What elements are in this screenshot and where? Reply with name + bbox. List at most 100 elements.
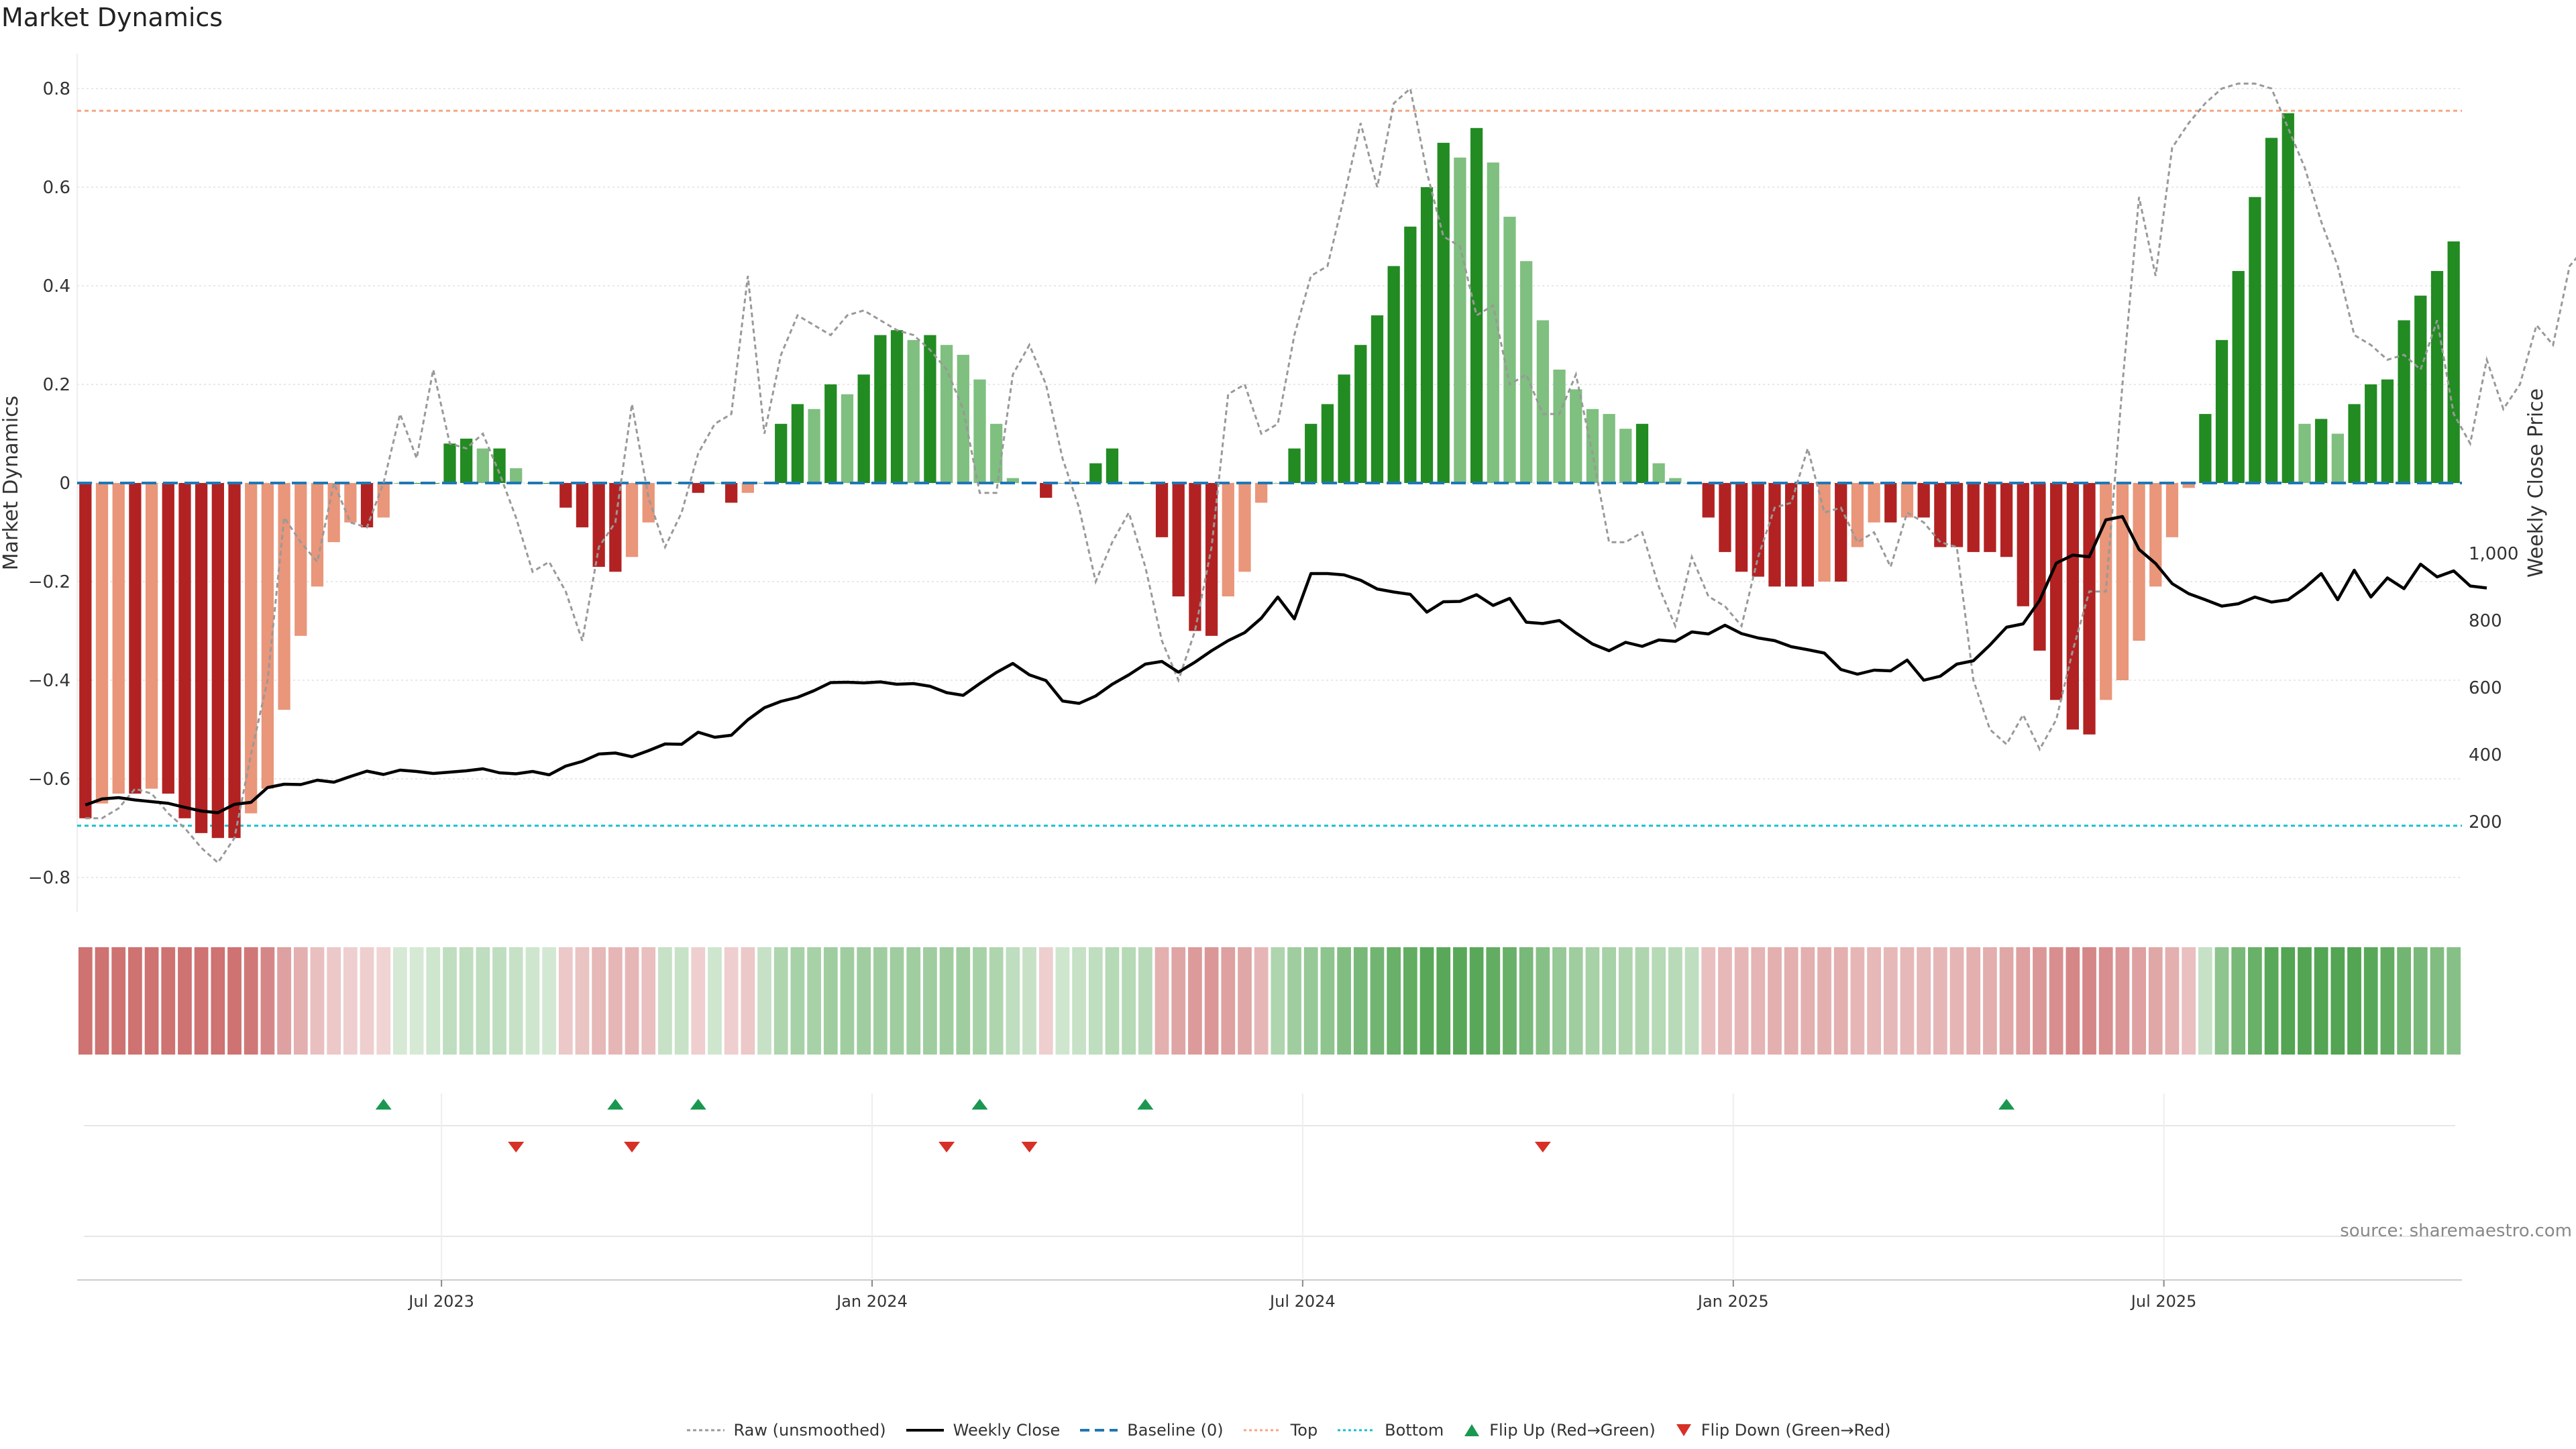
baseline-line-swatch	[1080, 1429, 1118, 1432]
dynamics-bar	[1420, 187, 1434, 483]
dynamics-bar	[1404, 226, 1417, 483]
y2-tick-label: 400	[2469, 745, 2502, 765]
heat-cell	[1652, 947, 1666, 1055]
legend-item-flip-down: Flip Down (Green→Red)	[1674, 1421, 1891, 1440]
dynamics-bar	[1354, 345, 1367, 483]
dynamics-bar	[2232, 270, 2245, 483]
heat-cell	[2314, 947, 2328, 1055]
dynamics-bar	[2000, 483, 2013, 557]
dynamics-bar	[741, 483, 754, 493]
heat-cell	[857, 947, 871, 1055]
heat-cell	[2231, 947, 2246, 1055]
flip-up-marker	[607, 1099, 624, 1110]
heat-cell	[1171, 947, 1186, 1055]
dynamics-bar	[2298, 423, 2311, 483]
dynamics-bar	[1553, 369, 1566, 483]
heat-cell	[1105, 947, 1120, 1055]
dynamics-bar	[2365, 384, 2377, 483]
dynamics-bar	[178, 483, 191, 818]
dynamics-bar	[1768, 483, 1781, 587]
heat-cell	[1188, 947, 1202, 1055]
heat-cell	[260, 947, 275, 1055]
legend-item-baseline: Baseline (0)	[1079, 1421, 1224, 1440]
heat-cell	[1568, 947, 1583, 1055]
dynamics-bar	[940, 345, 953, 483]
heat-cell	[2065, 947, 2080, 1055]
heat-strip	[78, 947, 2461, 1055]
dynamics-bar	[1900, 483, 1914, 518]
heat-cell	[1055, 947, 1070, 1055]
legend-label-raw: Raw (unsmoothed)	[733, 1421, 886, 1440]
heat-cell	[2413, 947, 2428, 1055]
heat-cell	[1917, 947, 1931, 1055]
heat-cell	[2033, 947, 2047, 1055]
heat-cell	[1088, 947, 1103, 1055]
dynamics-bar	[1917, 483, 1930, 518]
y-tick-label: 0.2	[43, 375, 70, 395]
y-tick-label: −0.2	[28, 572, 70, 592]
dynamics-bar	[642, 483, 655, 523]
dynamics-bar	[1934, 483, 1947, 547]
heat-cell	[1038, 947, 1053, 1055]
heat-cell	[1801, 947, 1815, 1055]
dynamics-bar	[1371, 315, 1384, 483]
dynamics-bar	[2398, 320, 2410, 483]
heat-cell	[641, 947, 656, 1055]
heat-cell	[2165, 947, 2180, 1055]
dynamics-bar	[1122, 483, 1135, 484]
heat-cell	[2363, 947, 2378, 1055]
dynamics-bar	[1338, 374, 1350, 483]
heat-cell	[1320, 947, 1335, 1055]
dynamics-bar	[725, 483, 738, 503]
dynamics-bar	[1321, 404, 1334, 483]
dynamics-bar	[1520, 261, 1533, 483]
heat-cell	[161, 947, 176, 1055]
heat-cell	[2182, 947, 2196, 1055]
close-line-swatch	[906, 1429, 944, 1432]
flip-down-marker	[938, 1142, 955, 1152]
dynamics-bar	[907, 339, 920, 483]
heat-cell	[989, 947, 1004, 1055]
heat-cell	[144, 947, 159, 1055]
heat-cell	[1602, 947, 1616, 1055]
heat-cell	[1387, 947, 1401, 1055]
heat-cell	[95, 947, 109, 1055]
dynamics-bar	[211, 483, 224, 839]
heat-cell	[691, 947, 706, 1055]
dynamics-bar	[2430, 270, 2444, 483]
legend-item-flip-up: Flip Up (Red→Green)	[1462, 1421, 1656, 1440]
heat-cell	[1436, 947, 1451, 1055]
x-axis: Jul 2023 Jan 2024 Jul 2024 Jan 2025 Jul 2025	[77, 1093, 2462, 1311]
raw-line-swatch	[686, 1429, 724, 1432]
heat-cell	[1536, 947, 1550, 1055]
dynamics-bar	[261, 483, 274, 789]
dynamics-bar	[1255, 483, 1268, 503]
heat-cell	[708, 947, 722, 1055]
dynamics-bar	[1785, 483, 1798, 587]
heat-cell	[1983, 947, 1997, 1055]
dynamics-bar	[1570, 389, 1582, 483]
dynamics-bar	[460, 438, 473, 483]
heat-cell	[1122, 947, 1136, 1055]
dynamics-bar	[2199, 414, 2212, 483]
legend-label-flip-up: Flip Up (Red→Green)	[1489, 1421, 1656, 1440]
dynamics-bar	[2165, 483, 2179, 537]
heat-cell	[2016, 947, 2031, 1055]
legend-label-flip-down: Flip Down (Green→Red)	[1701, 1421, 1891, 1440]
heat-cell	[1933, 947, 1947, 1055]
heat-cell	[923, 947, 937, 1055]
heat-cell	[525, 947, 540, 1055]
y2-tick-label: 1,000	[2469, 544, 2518, 564]
legend-item-close: Weekly Close	[905, 1421, 1060, 1440]
dynamics-bar	[625, 483, 639, 557]
heat-cell	[1784, 947, 1799, 1055]
heat-cell	[1155, 947, 1169, 1055]
legend-item-raw: Raw (unsmoothed)	[686, 1421, 886, 1440]
source-note: source: sharemaestro.com	[2340, 1221, 2572, 1241]
heat-cell	[2330, 947, 2345, 1055]
heat-cell	[393, 947, 407, 1055]
heat-cell	[1867, 947, 1881, 1055]
raw-series-line	[85, 83, 2576, 865]
heat-cell	[2198, 947, 2212, 1055]
